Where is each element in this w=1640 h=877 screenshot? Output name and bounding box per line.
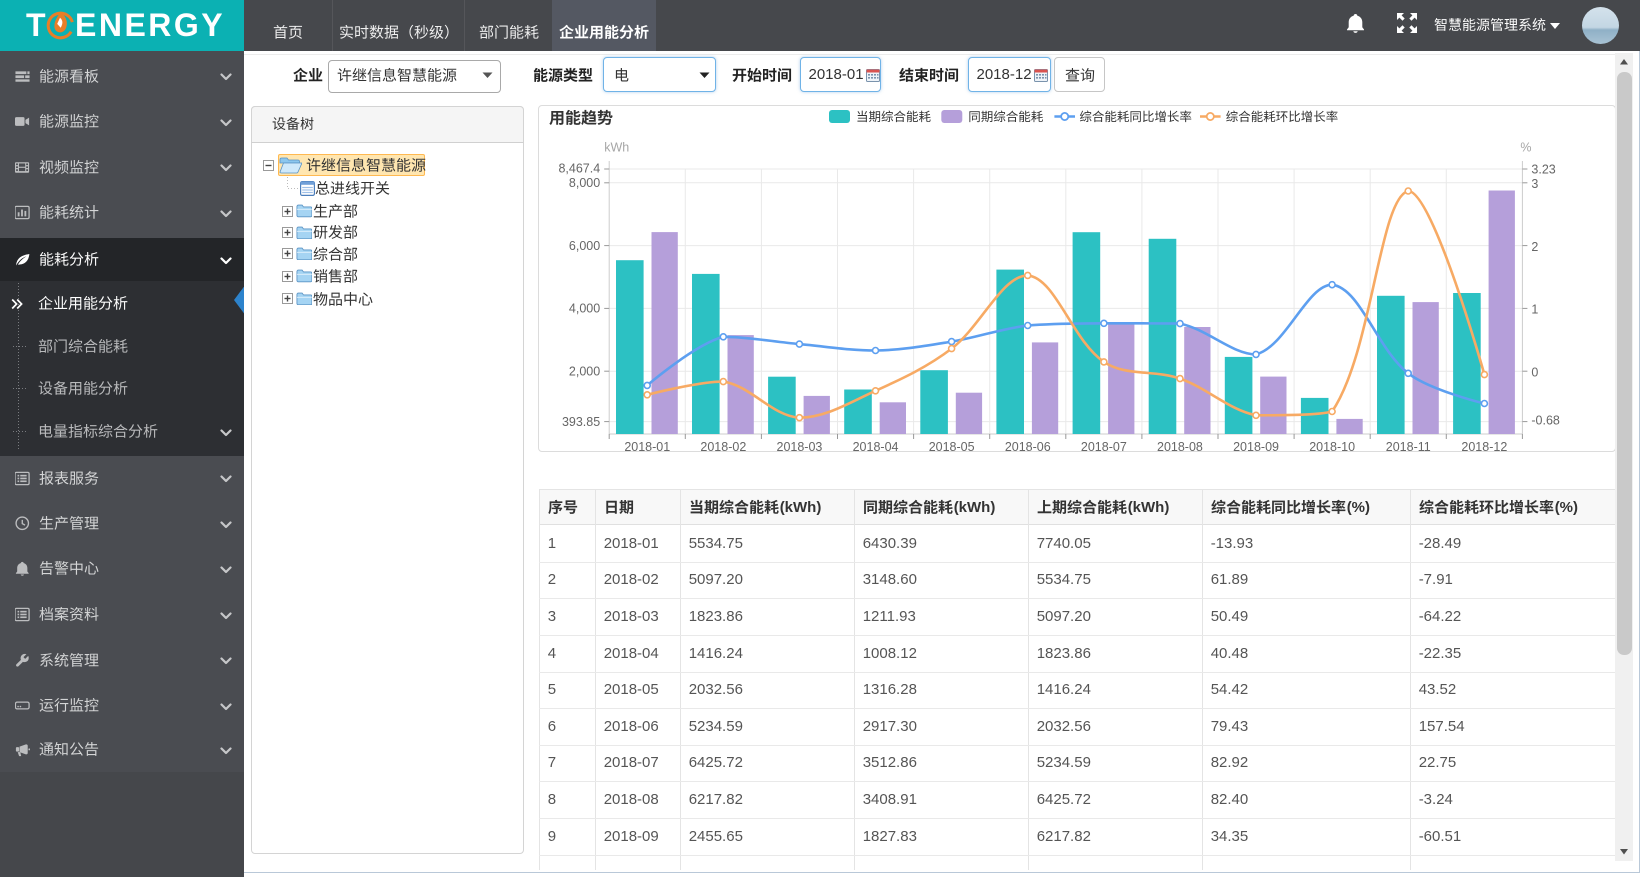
svg-text:2018-12: 2018-12 (1462, 440, 1508, 452)
svg-text:3.23: 3.23 (1532, 162, 1556, 176)
svg-text:1: 1 (1532, 303, 1539, 317)
svg-text:2018-08: 2018-08 (1157, 440, 1203, 452)
svg-text:2018-10: 2018-10 (1310, 440, 1356, 452)
svg-text:2,000: 2,000 (569, 364, 600, 378)
svg-text:2018-04: 2018-04 (853, 440, 899, 452)
svg-text:2: 2 (1532, 240, 1539, 254)
svg-text:2018-02: 2018-02 (701, 440, 747, 452)
svg-text:kWh: kWh (604, 141, 629, 155)
svg-text:6,000: 6,000 (569, 239, 600, 253)
svg-text:2018-05: 2018-05 (929, 440, 975, 452)
svg-text:3: 3 (1532, 177, 1539, 191)
svg-text:2018-06: 2018-06 (1005, 440, 1051, 452)
svg-text:2018-03: 2018-03 (777, 440, 823, 452)
svg-text:8,000: 8,000 (569, 176, 600, 190)
svg-text:%: % (1521, 141, 1532, 155)
svg-text:8,467.4: 8,467.4 (559, 161, 601, 175)
svg-text:-0.68: -0.68 (1532, 414, 1561, 428)
svg-text:0: 0 (1532, 365, 1539, 379)
svg-text:393.85: 393.85 (562, 415, 600, 429)
svg-text:4,000: 4,000 (569, 302, 600, 316)
svg-text:2018-07: 2018-07 (1081, 440, 1127, 452)
svg-text:2018-11: 2018-11 (1386, 440, 1431, 452)
svg-text:2018-09: 2018-09 (1233, 440, 1279, 452)
svg-text:2018-01: 2018-01 (625, 440, 671, 452)
